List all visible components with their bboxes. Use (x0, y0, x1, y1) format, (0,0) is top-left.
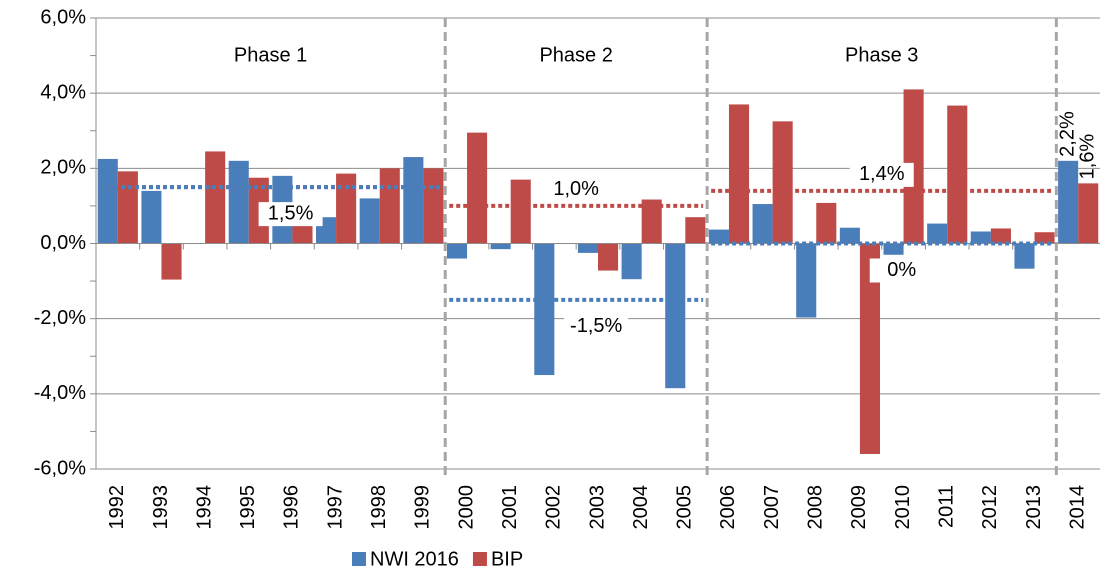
x-tick-label: 1997 (324, 485, 346, 530)
bar (534, 243, 555, 376)
label-background (849, 162, 914, 187)
x-tick-label: 2014 (1066, 485, 1088, 530)
x-tick-label: 1993 (150, 485, 172, 530)
bar (796, 243, 817, 318)
bar (859, 243, 880, 454)
x-tick-label: 1998 (368, 485, 390, 530)
bar (708, 229, 729, 244)
bar (772, 121, 793, 244)
bar (336, 173, 357, 244)
bar (1058, 160, 1079, 244)
x-tick-label: 2011 (935, 485, 957, 528)
data-label: 1,6% (1076, 134, 1098, 180)
bar (446, 243, 468, 259)
bar (947, 105, 968, 244)
bar (379, 168, 400, 244)
bar (205, 151, 226, 244)
bar (665, 243, 686, 389)
bar (990, 228, 1011, 244)
legend-swatch (472, 552, 487, 566)
bar (1034, 232, 1055, 244)
bar (403, 157, 424, 244)
label-background (258, 202, 323, 227)
bar (1078, 183, 1099, 244)
bar (883, 243, 904, 255)
bar (621, 243, 642, 280)
x-tick-label: 2001 (499, 485, 521, 530)
label-background (869, 258, 934, 283)
legend-label: BIP (491, 548, 523, 570)
bar (816, 202, 837, 244)
bar (117, 171, 138, 244)
bar (641, 199, 662, 244)
y-tick-label: -4,0% (34, 382, 86, 404)
x-tick-label: 1996 (281, 485, 303, 530)
y-tick-label: -2,0% (34, 307, 86, 329)
x-tick-label: 2000 (455, 485, 477, 530)
bar (839, 227, 860, 244)
bar (467, 132, 488, 244)
bar (490, 243, 511, 250)
average-label: 0% (887, 259, 916, 281)
bar (927, 223, 948, 244)
label-background (544, 177, 609, 202)
legend-swatch (352, 552, 366, 566)
x-tick-label: 1992 (106, 485, 128, 530)
x-tick-label: 2005 (674, 485, 696, 530)
bar (359, 198, 380, 244)
x-tick-label: 2002 (543, 485, 565, 530)
bar (97, 158, 118, 244)
bar (1014, 243, 1035, 269)
data-label: 2,2% (1056, 111, 1078, 157)
phase-label: Phase 2 (539, 44, 612, 66)
bar (228, 160, 249, 244)
bar (970, 231, 991, 244)
label-background (564, 314, 629, 339)
average-label: 1,4% (859, 163, 905, 185)
x-tick-label: 2006 (717, 485, 739, 530)
x-tick-label: 2003 (586, 485, 608, 530)
bar (161, 243, 182, 280)
average-label: 1,5% (268, 202, 314, 224)
x-tick-label: 1995 (237, 485, 259, 530)
x-tick-label: 1999 (412, 485, 434, 530)
bar (423, 168, 444, 244)
x-tick-label: 2012 (979, 485, 1001, 530)
y-tick-label: 2,0% (40, 157, 86, 179)
bar (577, 243, 598, 253)
bar (141, 190, 162, 244)
x-tick-label: 2010 (892, 485, 914, 530)
bar (728, 104, 750, 244)
x-tick-label: 2008 (805, 485, 827, 530)
y-tick-label: 6,0% (40, 6, 86, 28)
y-tick-label: -6,0% (34, 457, 86, 479)
y-tick-label: 0,0% (40, 232, 86, 254)
y-tick-label: 4,0% (40, 81, 86, 103)
average-label: -1,5% (570, 315, 622, 337)
x-tick-label: 2013 (1023, 485, 1045, 530)
phase-label: Phase 3 (845, 44, 918, 66)
x-tick-label: 2009 (848, 485, 870, 530)
bar (510, 179, 531, 244)
x-tick-label: 1994 (193, 485, 215, 530)
bar (752, 204, 773, 244)
average-label: 1,0% (553, 178, 599, 200)
x-tick-label: 2004 (630, 485, 652, 530)
phase-label: Phase 1 (234, 44, 307, 66)
bar (685, 217, 706, 244)
bar (598, 243, 619, 271)
x-tick-label: 2007 (761, 485, 783, 530)
legend-label: NWI 2016 (370, 548, 459, 570)
